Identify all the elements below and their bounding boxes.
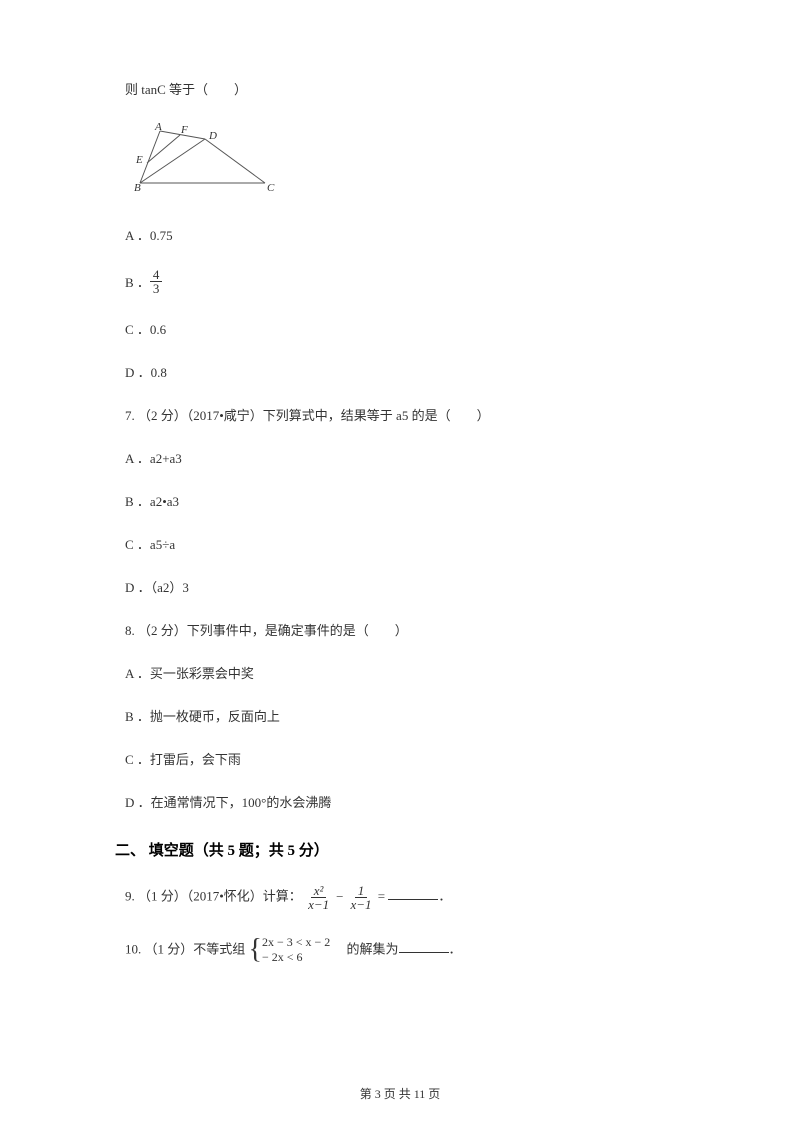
q9-f1-num: x²: [311, 884, 327, 898]
q9-minus: −: [336, 889, 343, 905]
q8-option-b: B ．抛一枚硬币，反面向上: [125, 706, 675, 725]
q8-option-d: D ．在通常情况下，100°的水会沸腾: [125, 792, 675, 811]
q6-stem: 则 tanC 等于（ ）: [125, 80, 675, 101]
q10-line1: 2x − 3 < x − 2: [262, 935, 330, 951]
q6-optB-prefix: B ．: [125, 272, 150, 291]
q6-option-b: B ． 4 3: [125, 268, 162, 295]
svg-text:B: B: [134, 182, 141, 194]
svg-text:A: A: [154, 121, 162, 133]
q7-option-a: A ．a2+a3: [125, 448, 675, 467]
q8-option-c: C ．打雷后，会下雨: [125, 749, 675, 768]
q6-diagram: A B C D E F: [125, 121, 675, 201]
q9-suffix: ．: [438, 888, 451, 903]
svg-text:C: C: [267, 182, 275, 194]
q9-f2-num: 1: [355, 884, 368, 898]
q9-blank: [388, 886, 438, 900]
svg-text:F: F: [180, 124, 188, 136]
q10: 10. （1 分）不等式组 { 2x − 3 < x − 2 − 2x < 6 …: [125, 935, 675, 966]
q9-expression: x² x−1 − 1 x−1: [305, 884, 374, 911]
q8-stem: 8. （2 分）下列事件中，是确定事件的是（ ）: [125, 620, 675, 639]
page-footer: 第 3 页 共 11 页: [0, 1085, 800, 1102]
brace-icon: {: [249, 939, 262, 961]
svg-text:D: D: [208, 130, 217, 142]
q6-optB-num: 4: [150, 268, 163, 282]
q10-system: { 2x − 3 < x − 2 − 2x < 6: [249, 935, 331, 966]
q6-optB-fraction: 4 3: [150, 268, 163, 295]
q6-option-a: A ．0.75: [125, 225, 675, 244]
q10-suffix: ．: [449, 941, 462, 956]
q10-prefix: 10. （1 分）不等式组: [125, 941, 249, 956]
q6-option-d: D ．0.8: [125, 362, 675, 381]
q7-option-b: B ．a2•a3: [125, 491, 675, 510]
svg-text:E: E: [135, 154, 143, 166]
q7-stem: 7. （2 分）（2017•咸宁）下列算式中，结果等于 a5 的是（ ）: [125, 405, 675, 424]
q9: 9. （1 分）（2017•怀化）计算： x² x−1 − 1 x−1 = ．: [125, 884, 675, 911]
q8-option-a: A ．买一张彩票会中奖: [125, 663, 675, 682]
q10-mid: 的解集为: [334, 941, 399, 956]
q6-optB-den: 3: [150, 282, 163, 295]
q7-option-c: C ．a5÷a: [125, 534, 675, 553]
q10-line2: − 2x < 6: [262, 950, 330, 966]
q9-equals: =: [378, 888, 389, 903]
q6-option-c: C ．0.6: [125, 319, 675, 338]
q9-f2-den: x−1: [347, 898, 374, 911]
q9-prefix: 9. （1 分）（2017•怀化）计算：: [125, 888, 302, 903]
section2-title: 二、 填空题（共 5 题；共 5 分）: [115, 839, 675, 860]
q9-f1-den: x−1: [305, 898, 332, 911]
q7-option-d: D ．（a2）3: [125, 577, 675, 596]
q10-blank: [399, 939, 449, 953]
